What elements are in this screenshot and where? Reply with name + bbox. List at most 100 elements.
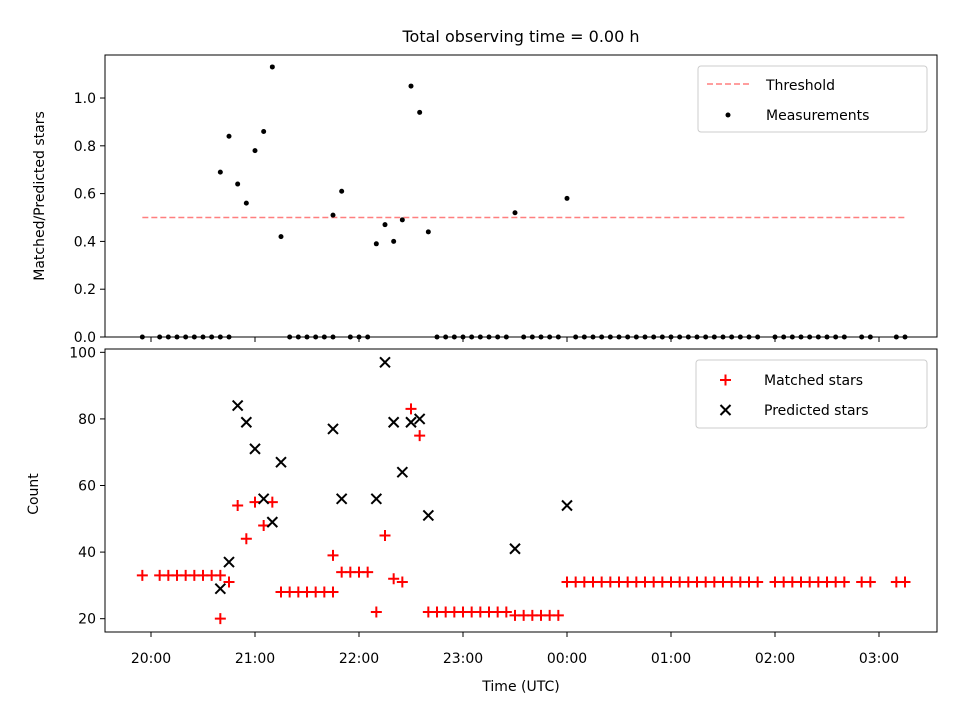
bottom-x-tick-label: 21:00 bbox=[235, 651, 275, 667]
matched-star-point bbox=[240, 533, 252, 545]
predicted-star-point bbox=[370, 493, 383, 505]
measurement-point bbox=[235, 181, 241, 187]
measurement-point bbox=[399, 217, 405, 223]
top-legend: Threshold Measurements bbox=[697, 65, 928, 133]
legend-measurements-swatch bbox=[725, 112, 731, 118]
predicted-star-point bbox=[405, 416, 417, 428]
predicted-star-point bbox=[327, 423, 339, 435]
measurement-point bbox=[261, 128, 267, 134]
bottom-x-tick-label: 23:00 bbox=[443, 651, 483, 667]
bottom-y-tick-label: 80 bbox=[78, 412, 96, 428]
top-y-tick-label: 0.0 bbox=[74, 330, 96, 346]
matched-star-point bbox=[752, 576, 764, 588]
measurement-point bbox=[382, 222, 388, 228]
matched-star-point bbox=[370, 606, 382, 618]
matched-star-point bbox=[500, 606, 512, 618]
matched-star-point bbox=[214, 613, 226, 625]
top-y-ticks: 0.0 0.2 0.4 0.6 0.8 1.0 bbox=[74, 91, 105, 346]
measurement-point bbox=[373, 241, 379, 247]
top-axes-frame bbox=[104, 54, 938, 338]
matched-star-point bbox=[388, 573, 400, 585]
matched-star-point bbox=[214, 569, 226, 581]
matched-star-point bbox=[327, 549, 339, 561]
matched-star-point bbox=[552, 609, 564, 621]
measurement-point bbox=[243, 200, 249, 206]
matched-star-point bbox=[864, 576, 876, 588]
measurement-point bbox=[278, 234, 284, 240]
predicted-star-point bbox=[223, 556, 235, 568]
top-y-tick-label: 0.2 bbox=[74, 282, 96, 298]
measurement-point bbox=[564, 195, 570, 201]
legend-matched-label: Matched stars bbox=[764, 373, 863, 389]
bottom-x-tick-label: 03:00 bbox=[859, 651, 899, 667]
bottom-y-axis-label: Count bbox=[26, 473, 42, 515]
measurement-point bbox=[512, 210, 518, 216]
top-y-tick-label: 0.6 bbox=[74, 187, 96, 203]
predicted-star-point bbox=[257, 493, 270, 505]
measurement-point bbox=[269, 64, 275, 70]
bottom-legend-box bbox=[695, 359, 928, 429]
measurement-point bbox=[226, 133, 232, 139]
predicted-star-point bbox=[396, 466, 409, 478]
matched-star-point bbox=[136, 569, 148, 581]
measurement-point bbox=[339, 188, 345, 194]
matched-star-point bbox=[838, 576, 850, 588]
measurement-point bbox=[408, 83, 414, 89]
bottom-x-tick-label: 01:00 bbox=[651, 651, 691, 667]
measurement-point bbox=[252, 148, 258, 154]
predicted-star-point bbox=[509, 543, 521, 555]
matched-star-point bbox=[258, 519, 270, 531]
measurement-point bbox=[425, 229, 431, 235]
predicted-star-point bbox=[266, 516, 279, 528]
bottom-y-ticks: 20 40 60 80 100 bbox=[69, 345, 105, 628]
matched-star-point bbox=[249, 496, 261, 508]
top-panel: 0.0 0.2 0.4 0.6 0.8 1.0 Matched/Predicted sta… bbox=[32, 54, 938, 346]
bottom-x-ticks: 20:00 21:00 22:00 23:00 00:00 01:00 02:00 03:00 bbox=[131, 632, 899, 667]
predicted-star-point bbox=[422, 509, 435, 522]
bottom-y-tick-label: 100 bbox=[69, 345, 96, 361]
predicted-star-point bbox=[240, 416, 253, 428]
legend-measurements-label: Measurements bbox=[766, 108, 869, 124]
predicted-star-point bbox=[231, 399, 244, 412]
matched-star-point bbox=[266, 496, 278, 508]
legend-threshold-label: Threshold bbox=[765, 78, 835, 94]
legend-matched-swatch bbox=[720, 374, 731, 386]
measurement-point bbox=[417, 109, 423, 115]
bottom-x-tick-label: 02:00 bbox=[755, 651, 795, 667]
measurement-point bbox=[391, 238, 397, 244]
matched-star-point bbox=[899, 576, 911, 588]
measurement-point bbox=[330, 212, 336, 218]
predicted-star-point bbox=[379, 356, 391, 369]
chart-title: Total observing time = 0.00 h bbox=[401, 27, 639, 46]
bottom-x-tick-label: 00:00 bbox=[547, 651, 587, 667]
bottom-y-tick-label: 60 bbox=[78, 479, 96, 495]
bottom-legend: Matched stars Predicted stars bbox=[695, 359, 928, 429]
matched-star-point bbox=[405, 403, 417, 415]
matched-star-point bbox=[327, 586, 339, 598]
top-x-ticks bbox=[150, 337, 880, 342]
predicted-star-point bbox=[275, 456, 287, 468]
matched-star-point bbox=[362, 566, 374, 578]
top-y-axis-label: Matched/Predicted stars bbox=[32, 111, 48, 281]
matched-star-point bbox=[414, 430, 426, 442]
predicted-star-point bbox=[214, 583, 227, 595]
bottom-plot-marks bbox=[136, 356, 911, 625]
bottom-axes-frame bbox=[104, 348, 938, 633]
measurement-point bbox=[217, 169, 223, 175]
predicted-star-point bbox=[335, 493, 348, 505]
bottom-y-tick-label: 40 bbox=[78, 545, 96, 561]
matched-star-point bbox=[396, 576, 408, 588]
top-y-tick-label: 0.8 bbox=[74, 139, 96, 155]
legend-predicted-label: Predicted stars bbox=[764, 403, 869, 419]
matched-star-point bbox=[232, 499, 244, 511]
predicted-star-point bbox=[413, 413, 426, 425]
legend-predicted-swatch bbox=[719, 404, 732, 416]
x-axis-label: Time (UTC) bbox=[481, 679, 559, 695]
matched-star-point bbox=[379, 529, 391, 541]
top-y-tick-label: 1.0 bbox=[74, 91, 96, 107]
matched-star-point bbox=[223, 576, 235, 588]
bottom-x-tick-label: 22:00 bbox=[339, 651, 379, 667]
predicted-star-point bbox=[387, 416, 400, 428]
top-y-tick-label: 0.4 bbox=[74, 234, 96, 250]
